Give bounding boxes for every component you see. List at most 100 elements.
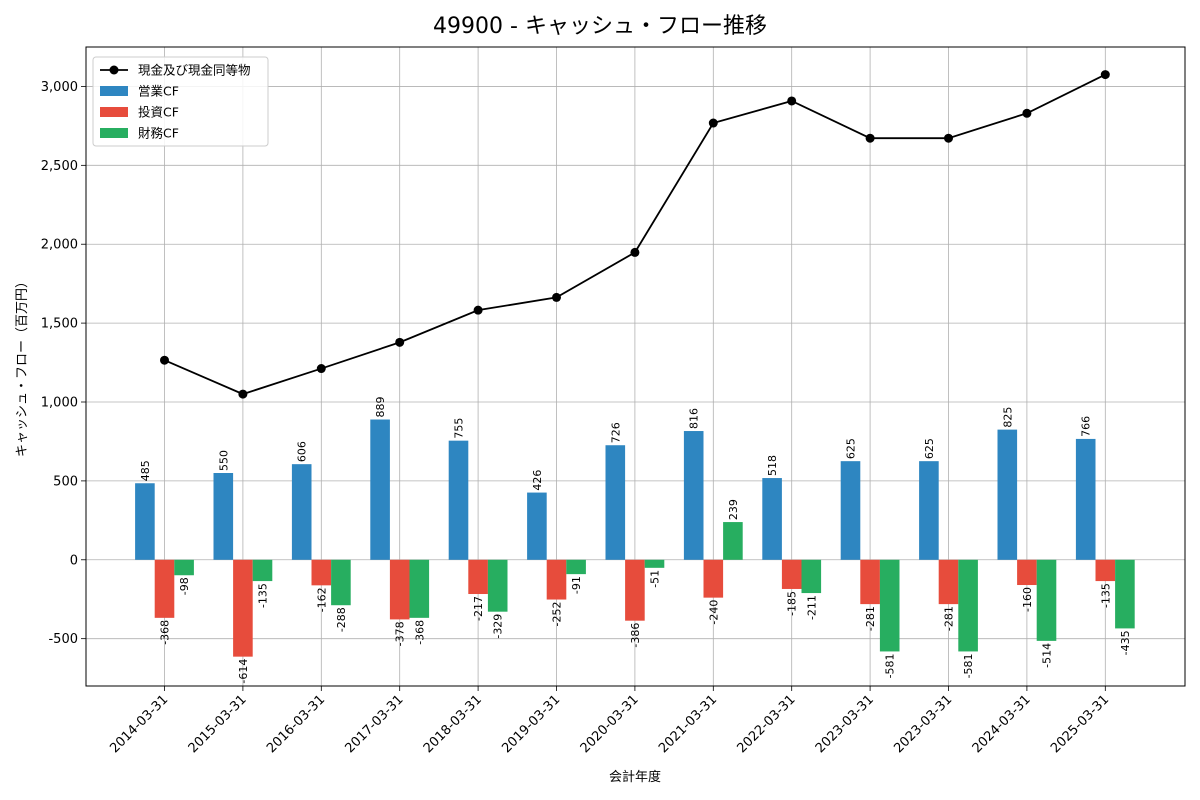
cash-line-marker <box>787 96 797 106</box>
x-tick-label: 2019-03-31 <box>499 692 563 756</box>
bar-投資CF <box>625 559 645 621</box>
y-tick-label: 3,000 <box>41 80 78 95</box>
bar-営業CF <box>213 473 234 560</box>
legend-box <box>92 56 269 147</box>
bar-財務CF <box>174 559 194 576</box>
cash-line-marker <box>708 118 718 128</box>
y-tick-label: 500 <box>53 474 78 489</box>
x-tick-label: 2023-03-31 <box>891 692 955 756</box>
bar-value-label: -217 <box>472 596 485 621</box>
cash-line-marker <box>473 305 483 315</box>
bar-value-label: -160 <box>1021 587 1034 612</box>
bar-value-label: -281 <box>943 606 956 631</box>
legend-swatch <box>100 107 128 117</box>
x-tick-label: 2025-03-31 <box>1048 692 1112 756</box>
bar-value-label: 766 <box>1080 416 1093 437</box>
bar-投資CF <box>938 559 959 605</box>
bar-投資CF <box>781 559 802 589</box>
y-tick-label: -500 <box>48 632 78 647</box>
bar-営業CF <box>135 483 155 560</box>
cash-line-marker <box>160 355 169 365</box>
bar-value-label: -435 <box>1119 630 1132 655</box>
bar-財務CF <box>487 559 508 612</box>
bars <box>135 419 1135 657</box>
bar-value-label: -514 <box>1041 643 1054 668</box>
x-tick-label: 2015-03-31 <box>186 692 250 756</box>
bar-value-label: 518 <box>766 455 779 476</box>
bar-value-label: -91 <box>570 576 583 594</box>
bar-value-label: -288 <box>335 607 348 632</box>
bar-value-label: 726 <box>609 422 622 443</box>
bar-投資CF <box>311 559 332 586</box>
bar-財務CF <box>1115 559 1135 629</box>
chart-title: 49900 - キャッシュ・フロー推移 <box>433 14 767 39</box>
bar-財務CF <box>409 559 430 618</box>
x-tick-label: 2021-03-31 <box>656 692 720 756</box>
bar-value-label: -211 <box>805 595 818 620</box>
legend-line-marker <box>109 65 119 75</box>
bar-財務CF <box>879 559 900 652</box>
bar-営業CF <box>448 440 469 560</box>
bar-value-label: -252 <box>551 602 564 627</box>
data-labels: 485 550 606 889 755 426 726 816 518 625 625 825 766 -… <box>139 397 1132 684</box>
x-tick-label: 2017-03-31 <box>342 692 406 756</box>
bar-投資CF <box>1017 559 1037 586</box>
cash-line-marker <box>552 292 561 302</box>
legend-label: 現金及び現金同等物 <box>138 63 251 78</box>
bar-投資CF <box>233 559 253 657</box>
bar-営業CF <box>840 461 861 560</box>
bar-value-label: -386 <box>629 623 642 648</box>
bar-財務CF <box>331 559 351 606</box>
plot-frame <box>85 46 1186 687</box>
bar-value-label: -329 <box>492 614 505 639</box>
cash-line-marker <box>395 337 405 347</box>
bar-value-label: -581 <box>962 653 975 678</box>
bar-value-label: 625 <box>923 438 936 459</box>
bar-value-label: 485 <box>139 460 152 481</box>
bar-投資CF <box>154 559 175 618</box>
bar-財務CF <box>958 559 978 652</box>
x-tick-label: 2022-03-31 <box>734 692 798 756</box>
legend-swatch <box>100 86 128 96</box>
bar-営業CF <box>527 492 547 560</box>
bar-value-label: 426 <box>531 470 544 491</box>
bar-value-label: 755 <box>453 418 466 439</box>
bar-投資CF <box>860 559 880 605</box>
cash-line <box>160 70 1110 399</box>
x-tick-label: 2024-03-31 <box>970 692 1034 756</box>
bar-投資CF <box>1095 559 1116 582</box>
bar-財務CF <box>644 559 665 568</box>
y-tick-label: 1,500 <box>41 317 78 332</box>
legend-label: 営業CF <box>138 84 179 99</box>
cash-line-marker <box>944 133 953 143</box>
bar-営業CF <box>605 445 626 560</box>
legend-swatch <box>100 128 128 138</box>
x-tick-label: 2014-03-31 <box>107 692 171 756</box>
bar-投資CF <box>546 559 567 600</box>
bar-財務CF <box>801 559 822 594</box>
x-tick-label: 2023-03-31 <box>813 692 877 756</box>
bar-value-label: -614 <box>237 659 250 684</box>
bar-営業CF <box>919 461 939 560</box>
y-tick-label: 0 <box>70 553 78 568</box>
y-axis-label: キャッシュ・フロー（百万円） <box>15 275 30 457</box>
x-tick-label: 2020-03-31 <box>578 692 642 756</box>
bar-value-label: -135 <box>1099 583 1112 608</box>
bar-営業CF <box>762 478 782 560</box>
legend-label: 財務CF <box>138 126 179 141</box>
x-tick-label: 2016-03-31 <box>264 692 328 756</box>
bar-営業CF <box>683 431 704 560</box>
bar-value-label: -378 <box>394 621 407 646</box>
cash-line-marker <box>630 247 640 257</box>
bar-value-label: -240 <box>707 600 720 625</box>
bar-営業CF <box>1075 438 1096 560</box>
bar-value-label: 825 <box>1001 407 1014 428</box>
bar-営業CF <box>370 419 390 560</box>
legend-label: 投資CF <box>138 105 179 120</box>
bar-value-label: -98 <box>178 577 191 595</box>
bar-財務CF <box>252 559 273 582</box>
bar-value-label: -368 <box>413 620 426 645</box>
cash-line-marker <box>238 389 248 399</box>
